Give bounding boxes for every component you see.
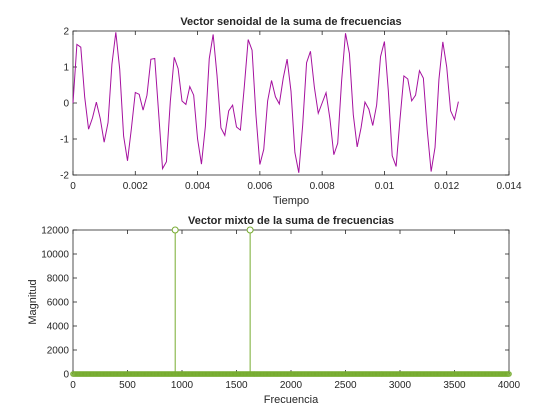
y-tick-label: 0 [63, 370, 69, 381]
x-tick-label: 3500 [443, 380, 466, 391]
y-tick-label: 4000 [47, 322, 70, 333]
y-tick-label: -1 [60, 135, 69, 146]
chart-title: Vector mixto de la suma de frecuencias [188, 215, 394, 227]
axis-ticks: 0 500 1000 1500 2000 2500 3000 3500 4000 0 2000 400… [41, 226, 520, 392]
time-signal-plot: Vector senoidal de la suma de frecuencia… [60, 16, 522, 207]
chart-title: Vector senoidal de la suma de frecuencia… [180, 16, 401, 28]
y-axis-label: Magnitud [27, 279, 39, 324]
frequency-spectrum-plot: Vector mixto de la suma de frecuencias F… [27, 215, 521, 406]
y-tick-label: 12000 [41, 226, 69, 237]
x-tick-label: 2500 [334, 380, 357, 391]
y-tick-label: 0 [63, 99, 69, 110]
x-tick-label: 0 [70, 181, 76, 192]
y-tick-label: 2 [63, 27, 69, 38]
y-tick-label: 10000 [41, 250, 69, 261]
peak-marker [246, 226, 254, 234]
y-tick-label: 2000 [47, 346, 70, 357]
y-tick-label: 6000 [47, 298, 70, 309]
x-tick-label: 2000 [280, 380, 303, 391]
plot-area [72, 229, 510, 375]
x-axis-label: Tiempo [273, 195, 309, 207]
y-tick-label: 1 [63, 63, 69, 74]
x-tick-label: 0.01 [375, 181, 395, 192]
x-tick-label: 1000 [171, 380, 194, 391]
axis-ticks: 0 0.002 0.004 0.006 0.008 0.01 0.012 0.014 -2 -1 0… [60, 27, 522, 193]
x-tick-label: 1500 [225, 380, 248, 391]
x-tick-label: 0 [70, 380, 76, 391]
plot-area [72, 30, 510, 176]
x-tick-label: 0.012 [434, 181, 459, 192]
signal-line [72, 32, 459, 173]
y-tick-label: 8000 [47, 274, 70, 285]
x-tick-label: 0.002 [123, 181, 148, 192]
data-series [70, 226, 512, 377]
x-tick-label: 0.008 [310, 181, 335, 192]
x-tick-label: 3000 [389, 380, 412, 391]
x-axis-label: Frecuencia [264, 394, 319, 406]
x-tick-label: 500 [119, 380, 136, 391]
data-series [72, 32, 459, 173]
y-tick-label: -2 [60, 171, 69, 182]
x-tick-label: 0.014 [496, 181, 521, 192]
x-tick-label: 4000 [498, 380, 521, 391]
x-tick-label: 0.006 [247, 181, 272, 192]
x-tick-label: 0.004 [185, 181, 210, 192]
peak-marker [171, 226, 179, 234]
